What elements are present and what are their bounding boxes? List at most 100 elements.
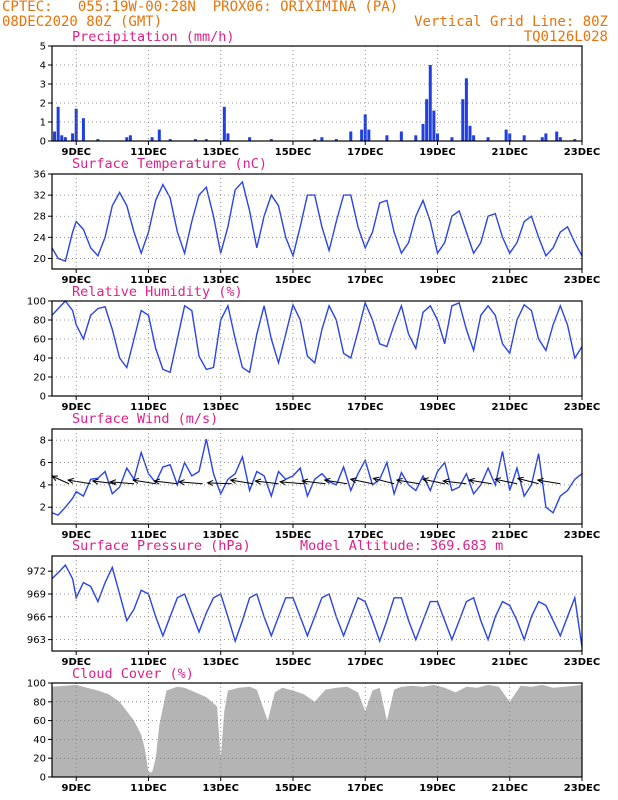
panel-4-xtick-label: 11DEC	[130, 530, 166, 541]
panel-1-bar	[461, 99, 465, 141]
panel-1-bar	[385, 135, 389, 141]
panel-4-wind-vector	[302, 480, 326, 485]
panel-6-ytick-label: 20	[33, 754, 46, 765]
panel-1-xtick-label: 15DEC	[275, 147, 311, 158]
panel-4-wind-vector	[110, 481, 135, 485]
panel-1-bar	[367, 129, 371, 141]
panel-4-xtick-label: 23DEC	[564, 530, 600, 541]
panel-4-xtick-label: 13DEC	[203, 530, 239, 541]
panel-1-bar	[522, 135, 526, 141]
panel-5-xtick-label: 11DEC	[130, 657, 166, 668]
panel-1-bar	[53, 131, 57, 141]
panel-2-ytick-label: 24	[33, 233, 46, 244]
panel-4-ytick-label: 6	[40, 458, 46, 469]
panel-4-title: Surface Wind (m/s)	[72, 411, 218, 427]
panel-3-xtick-label: 9DEC	[61, 402, 90, 413]
panel-1-bar	[468, 125, 472, 141]
panel-1-bar	[60, 135, 64, 141]
panel-4-ytick-label: 2	[40, 503, 46, 514]
panel-4-wind-vector	[207, 482, 232, 485]
panel-5-ytick-label: 969	[27, 590, 46, 601]
panel-2-ytick-label: 32	[33, 191, 46, 202]
panel-1-xtick-label: 13DEC	[203, 147, 239, 158]
panel-1-bar	[63, 137, 67, 141]
panel-2-xtick-label: 17DEC	[347, 275, 383, 286]
panel-4-wind-vector	[495, 478, 518, 485]
panel-1-bar	[248, 137, 252, 141]
panel-2-ytick-label: 20	[33, 254, 46, 265]
panel-3-title: Relative Humidity (%)	[72, 284, 243, 300]
panel-4-wind-arrowhead	[153, 478, 161, 485]
panel-4-xtick-label: 21DEC	[492, 530, 528, 541]
panel-1-bar	[421, 123, 425, 141]
header-grid-line-note: Vertical Grid Line: 80Z	[414, 14, 608, 30]
panel-5-xtick-label: 13DEC	[203, 657, 239, 668]
panel-4-wind-vector	[154, 480, 178, 485]
panel-4-xtick-label: 15DEC	[275, 530, 311, 541]
panel-1-bar	[555, 131, 559, 141]
panel-1-xtick-label: 9DEC	[61, 147, 90, 158]
panel-4-frame	[51, 428, 583, 525]
panel-1-ytick-label: 3	[40, 80, 46, 91]
panel-4-wind-vector	[51, 475, 70, 485]
panel-4-wind-vector	[280, 481, 304, 485]
panel-2-frame	[51, 173, 583, 270]
panel-5-xtick-label: 21DEC	[492, 657, 528, 668]
panel-5-title: Surface Pressure (hPa)	[72, 538, 251, 554]
panel-3-ytick-label: 100	[27, 297, 46, 308]
panel-6-xtick-label: 9DEC	[61, 783, 90, 794]
panel-4-wind-arrowhead	[395, 477, 403, 484]
panel-3-ytick-label: 0	[40, 392, 46, 403]
panel-2-xtick-label: 13DEC	[203, 275, 239, 286]
panel-4-wind-arrowhead	[91, 478, 99, 485]
panel-4-xtick-label: 17DEC	[347, 530, 383, 541]
panel-1-bar	[168, 139, 172, 141]
panel-6-xtick-label: 11DEC	[130, 783, 166, 794]
panel-2-title: Surface Temperature (nC)	[72, 156, 267, 172]
panel-5-xtick-label: 17DEC	[347, 657, 383, 668]
panel-6-title: Cloud Cover (%)	[72, 666, 194, 682]
panel-5-ytick-label: 963	[27, 635, 46, 646]
panel-3-ytick-label: 80	[33, 316, 46, 327]
panel-3-xtick-label: 15DEC	[275, 402, 311, 413]
panel-1-bar	[414, 135, 418, 141]
panel-2-xtick-label: 15DEC	[275, 275, 311, 286]
panel-1-bar	[399, 131, 403, 141]
panel-1-bar	[472, 135, 476, 141]
panel-1-bar	[81, 118, 85, 141]
panel-6-xtick-label: 23DEC	[564, 783, 600, 794]
panel-3-ytick-label: 20	[33, 373, 46, 384]
panel-4-wind-vector	[422, 478, 445, 485]
panel-4-wind-arrowhead	[132, 477, 140, 484]
header-date: 08DEC2020 80Z (GMT)	[2, 14, 163, 30]
panel-1-bar	[74, 108, 78, 141]
panel-1-bar	[573, 139, 577, 141]
panel-4-wind-vector	[178, 481, 203, 485]
panel-6-frame	[51, 682, 583, 778]
panel-1-xtick-label: 11DEC	[130, 147, 166, 158]
panel-1-xtick-label: 19DEC	[419, 147, 455, 158]
panel-4-wind-arrowhead	[516, 476, 524, 483]
panel-6-xtick-label: 15DEC	[275, 783, 311, 794]
panel-1-bar	[204, 139, 208, 141]
panel-4-wind-arrowhead	[66, 477, 74, 484]
panel-3-frame	[51, 300, 583, 397]
panel-1-ytick-label: 4	[40, 61, 46, 72]
panel-6-xtick-label: 17DEC	[347, 783, 383, 794]
panel-3-xtick-label: 19DEC	[419, 402, 455, 413]
panel-1-bar	[508, 133, 512, 141]
panel-1-bar	[425, 99, 429, 141]
panel-1-bar	[558, 137, 562, 141]
panel-4-wind-arrowhead	[229, 477, 237, 484]
panel-1-bar	[360, 129, 364, 141]
panel-1-bar	[150, 137, 154, 141]
panel-4-xtick-label: 9DEC	[61, 530, 90, 541]
panel-4-wind-arrowhead	[206, 479, 214, 487]
panel-1-bar	[128, 135, 132, 141]
panel-4-wind-vector	[68, 479, 91, 485]
panel-3-xtick-label: 21DEC	[492, 402, 528, 413]
panel-4-wind-vector	[517, 477, 539, 485]
panel-4-series-line	[51, 438, 583, 516]
panel-4-xtick-label: 19DEC	[419, 530, 455, 541]
